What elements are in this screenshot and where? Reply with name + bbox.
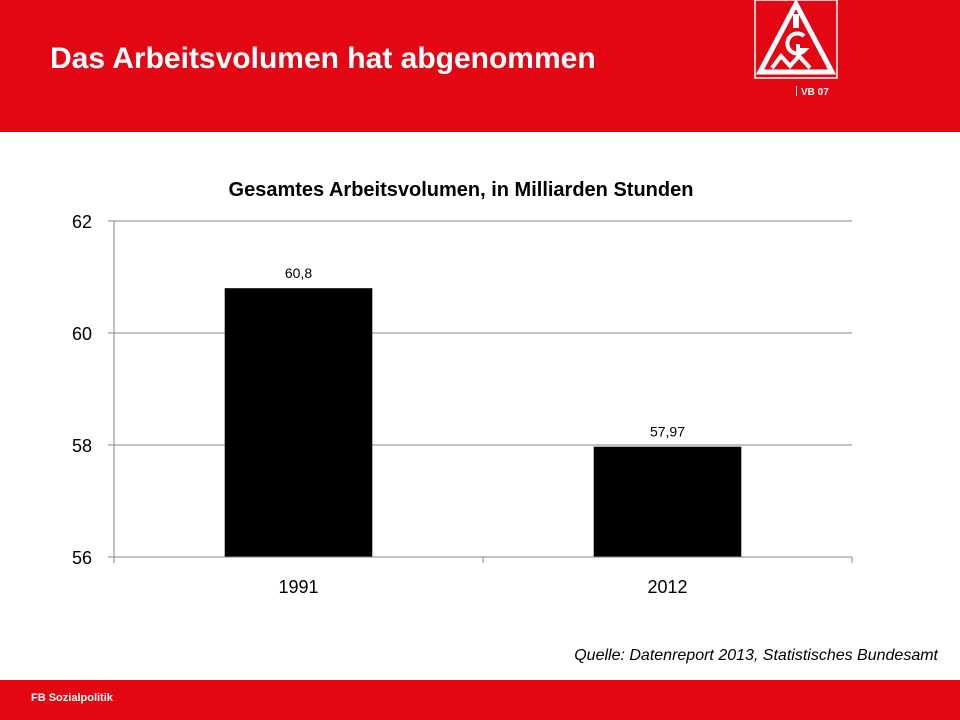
footer-label: FB Sozialpolitik (31, 692, 113, 704)
data-label: 60,8 (285, 265, 312, 281)
footer-bar (0, 680, 960, 720)
x-tick-label: 1991 (278, 577, 318, 597)
x-tick-label: 2012 (647, 577, 687, 597)
bar (593, 446, 742, 557)
bars (224, 288, 742, 557)
chart-title: Gesamtes Arbeitsvolumen, in Milliarden S… (229, 179, 694, 201)
y-tick-label: 56 (72, 548, 92, 568)
y-tick-label: 58 (72, 436, 92, 456)
y-tick-label: 62 (72, 212, 92, 232)
bar (224, 288, 373, 557)
y-axis-ticks: 56 58 60 62 (72, 212, 92, 568)
data-labels: 60,8 57,97 (285, 265, 685, 439)
source-note: Quelle: Datenreport 2013, Statistisches … (574, 647, 938, 664)
bar-chart: Gesamtes Arbeitsvolumen, in Milliarden S… (72, 179, 853, 597)
header-bar (0, 0, 960, 132)
page-title: Das Arbeitsvolumen hat abgenommen (50, 42, 596, 75)
data-label: 57,97 (650, 424, 685, 440)
logo-tag: VB 07 (796, 86, 829, 98)
igm-logo (754, 0, 838, 79)
axes (108, 220, 853, 563)
y-tick-label: 60 (72, 324, 92, 344)
x-axis-labels: 1991 2012 (278, 577, 687, 597)
